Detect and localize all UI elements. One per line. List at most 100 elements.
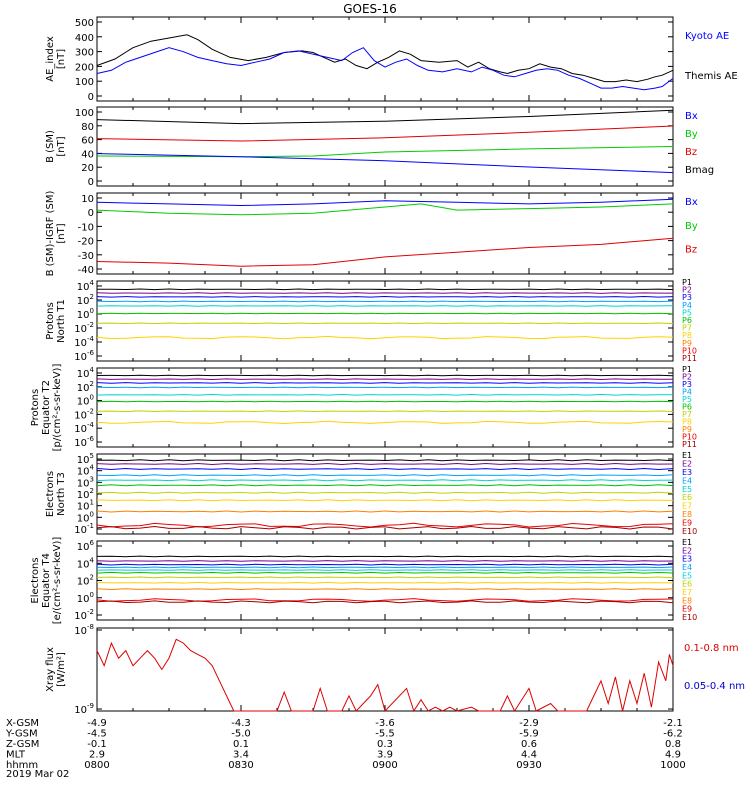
series-line	[96, 410, 674, 413]
x-axis-row-label: hhmm	[6, 760, 38, 771]
y-axis-label: [nT]	[56, 223, 67, 243]
y-axis-label: [p/(cm²-s-sr-keV)]	[52, 364, 63, 452]
series-line	[96, 563, 674, 566]
legend-entry: E2	[682, 546, 692, 555]
y-tick-label: 40	[81, 149, 94, 160]
legend-entry: P7	[682, 324, 692, 333]
series-line	[96, 510, 674, 513]
x-axis-value: 0900	[372, 760, 397, 771]
legend-entry: Bx	[685, 197, 698, 208]
y-tick-label: 200	[75, 62, 94, 73]
y-tick-label: 100	[77, 591, 94, 605]
y-axis-label: B (SM)-IGRF (SM)	[45, 191, 56, 277]
series-line	[96, 522, 674, 528]
legend-entry: P1	[682, 365, 692, 374]
legend-entry: E3	[682, 555, 692, 564]
legend-entry: E7	[682, 502, 692, 511]
series-line	[96, 295, 674, 298]
legend-entry: By	[685, 129, 698, 140]
x-axis-value: -2.1	[663, 718, 683, 729]
legend-entry: P5	[682, 395, 692, 404]
y-tick-label: 10-9	[74, 702, 94, 716]
series-line	[96, 459, 674, 462]
x-axis-value: 0800	[84, 760, 109, 771]
x-axis-value: -4.3	[231, 718, 251, 729]
legend-entry: P10	[682, 433, 697, 442]
series-line	[96, 378, 674, 381]
legend-entry: P11	[682, 354, 697, 363]
x-axis-value: 4.9	[665, 750, 681, 761]
series-line	[96, 400, 674, 403]
legend-entry: Bz	[685, 147, 697, 158]
plot-title: GOES-16	[343, 2, 397, 16]
x-axis-value: -0.1	[87, 739, 107, 750]
legend-entry: P8	[682, 331, 692, 340]
legend-entry: P11	[682, 440, 697, 449]
legend-entry: P6	[682, 403, 692, 412]
series-line	[96, 581, 674, 584]
legend-entry: By	[685, 221, 698, 232]
series-line	[96, 638, 674, 713]
y-tick-label: 100	[77, 307, 94, 321]
legend-entry: P1	[682, 278, 692, 287]
x-axis-value: 0830	[228, 760, 253, 771]
series-line	[96, 566, 674, 569]
y-axis-label: Electrons	[30, 557, 41, 603]
series-line	[96, 525, 674, 530]
series-line	[96, 292, 673, 294]
y-axis-label: AE_index	[45, 36, 56, 82]
legend-entry: E4	[682, 476, 692, 485]
x-axis-row-label: Z-GSM	[6, 739, 39, 750]
series-line	[96, 499, 674, 502]
y-tick-label: 104	[77, 556, 95, 570]
x-axis-row-label: MLT	[6, 750, 26, 761]
y-tick-label: 0	[88, 208, 94, 219]
y-axis-label: B (SM)	[45, 130, 56, 163]
legend-entry: P6	[682, 316, 692, 325]
y-tick-label: -10	[78, 222, 94, 233]
x-axis-value: 0.8	[665, 739, 681, 750]
x-axis-value: -5.5	[375, 729, 395, 740]
y-tick-label: 80	[81, 122, 94, 133]
x-axis-value: 2.9	[89, 750, 105, 761]
series-line	[96, 462, 674, 466]
y-tick-label: 10-2	[74, 608, 94, 622]
panel-frame	[96, 627, 674, 712]
x-axis-table: X-GSM -4.9 -4.3 -3.6 -2.9 -2.1 Y-GSM -4.5 -5.0 -5…	[5, 718, 686, 780]
series-line	[96, 479, 674, 482]
y-axis-label: Electrons	[45, 471, 56, 517]
x-axis-value: -6.2	[663, 729, 683, 740]
series-line	[96, 47, 674, 91]
legend-entry: E8	[682, 596, 692, 605]
panel-bsm: 100 80 60 40 20 0 B (SM) [nT] Bx By Bz Bmag	[45, 106, 714, 188]
legend-entry: P5	[682, 308, 692, 317]
y-tick-label: 10-6	[74, 435, 94, 449]
series-line	[96, 312, 674, 315]
x-axis-value: 1000	[660, 760, 685, 771]
series-line	[96, 393, 673, 396]
legend-entry: P2	[682, 373, 692, 382]
y-axis-label: Protons	[30, 389, 41, 426]
panel-ae: 500 400 300 200 100 0 AE_index [nT] Kyoto AE Them…	[45, 16, 738, 103]
legend-entry: E4	[682, 563, 692, 572]
series-line	[96, 125, 674, 142]
x-axis-value: 0.3	[377, 739, 393, 750]
x-axis-value: 0.1	[233, 739, 249, 750]
y-tick-label: 10-6	[74, 349, 94, 363]
legend-entry: Bmag	[685, 165, 714, 176]
y-tick-label: -30	[78, 251, 94, 262]
x-axis-value: 4.4	[521, 750, 537, 761]
legend-entry: Kyoto AE	[685, 31, 729, 42]
x-axis-row-label: Y-GSM	[5, 729, 38, 740]
y-tick-label: 100	[77, 394, 94, 408]
x-axis-value: -2.9	[519, 718, 539, 729]
series-line	[96, 203, 674, 216]
series-line	[96, 109, 674, 125]
series-line	[96, 322, 674, 325]
y-tick-label: 10-2	[74, 407, 94, 421]
y-tick-label: 100	[75, 108, 94, 119]
legend-entry: P4	[682, 301, 692, 310]
series-line	[96, 598, 674, 602]
